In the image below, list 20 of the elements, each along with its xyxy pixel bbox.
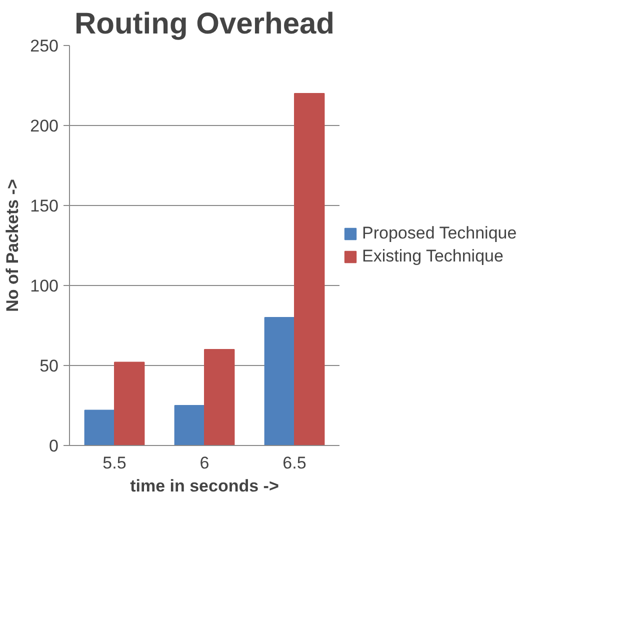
bar xyxy=(84,410,115,446)
y-tick-label: 50 xyxy=(40,356,59,376)
y-tick-label: 0 xyxy=(49,436,59,456)
x-tick-label: 6.5 xyxy=(282,454,306,472)
y-axis-title: No of Packets -> xyxy=(3,179,22,312)
legend-label: Proposed Technique xyxy=(362,224,517,244)
bar xyxy=(174,405,205,446)
legend-label: Existing Technique xyxy=(362,246,504,266)
bar xyxy=(264,317,295,446)
bar xyxy=(204,349,235,446)
x-tick-label: 6 xyxy=(200,454,210,472)
bar xyxy=(114,362,145,446)
y-tick-label: 200 xyxy=(30,116,59,136)
y-tick-label: 250 xyxy=(30,36,59,56)
bar xyxy=(294,93,325,446)
x-axis-title: time in seconds -> xyxy=(130,476,279,496)
x-tick-label: 5.5 xyxy=(102,454,126,472)
chart-title: Routing Overhead xyxy=(74,8,335,40)
y-tick-label: 100 xyxy=(30,276,59,296)
y-tick-label: 150 xyxy=(30,196,59,216)
